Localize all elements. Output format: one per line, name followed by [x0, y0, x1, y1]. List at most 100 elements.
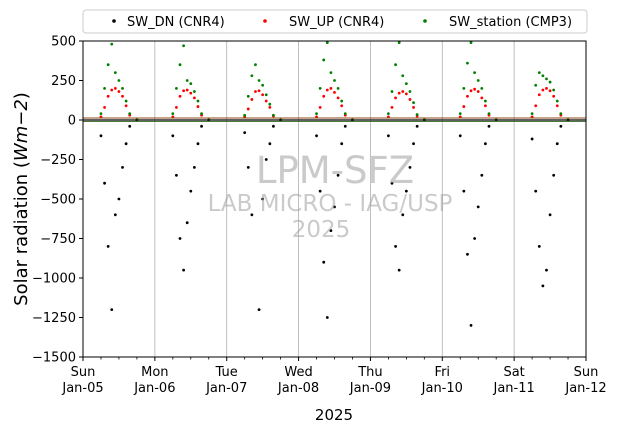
data-point: [473, 237, 477, 240]
data-point: [322, 94, 326, 98]
y-axis-title-unit: Wm: [11, 126, 32, 161]
data-point: [117, 90, 121, 93]
data-point: [548, 89, 552, 93]
legend-box: [82, 9, 588, 34]
data-point: [171, 134, 175, 138]
data-point: [408, 90, 412, 93]
x-axis-ticks: SunJan-05MonJan-06TueJan-07WedJan-08ThuJ…: [61, 357, 607, 396]
data-point: [322, 58, 326, 62]
data-point: [99, 112, 103, 116]
data-point: [121, 166, 124, 169]
data-point: [185, 221, 189, 225]
data-point: [340, 99, 344, 103]
data-point: [264, 93, 268, 97]
data-point: [250, 213, 254, 217]
x-tick-date: Jan-09: [349, 381, 391, 396]
data-point: [487, 124, 491, 128]
data-point: [182, 44, 186, 48]
data-point: [397, 268, 401, 272]
data-point: [555, 142, 559, 146]
data-point: [171, 112, 175, 116]
data-point: [185, 79, 189, 82]
data-point: [541, 284, 545, 288]
data-points: [99, 41, 570, 327]
data-point: [315, 112, 318, 116]
data-point: [243, 131, 247, 135]
data-point: [333, 205, 336, 209]
data-point: [322, 260, 326, 264]
zero-band: [83, 117, 586, 122]
data-point: [390, 105, 394, 109]
data-point: [257, 308, 261, 311]
data-point: [336, 96, 340, 100]
data-point: [530, 112, 534, 116]
data-point: [128, 124, 132, 128]
x-tick-day: Tue: [215, 365, 238, 380]
data-point: [185, 88, 189, 92]
x-tick-day: Sun: [71, 365, 96, 380]
data-point: [415, 113, 419, 116]
x-tick-day: Wed: [284, 365, 312, 380]
data-point: [318, 105, 322, 109]
watermark-line2: LAB MICRO - IAG/USP: [208, 191, 453, 217]
x-tick-date: Jan-07: [205, 381, 247, 396]
data-point: [476, 90, 480, 93]
data-point: [552, 88, 556, 92]
data-point: [257, 89, 261, 93]
data-point: [408, 98, 412, 101]
data-point: [182, 268, 186, 272]
data-point: [124, 104, 128, 108]
y-axis-title-main: Solar radiation (: [11, 161, 32, 306]
data-point: [246, 166, 250, 169]
data-point: [545, 268, 548, 272]
data-point: [325, 88, 329, 92]
data-point: [196, 99, 200, 103]
data-point: [555, 99, 559, 103]
data-point: [469, 324, 473, 327]
data-point: [175, 105, 178, 109]
data-point: [412, 142, 415, 146]
data-point: [415, 124, 419, 128]
data-point: [110, 88, 114, 92]
y-axis-title-exp: −2: [11, 99, 32, 126]
data-point: [404, 82, 408, 86]
legend-marker-sw-station: [423, 19, 427, 23]
data-point: [106, 245, 110, 248]
data-point: [124, 99, 128, 103]
grid-lines: [154, 41, 515, 357]
y-axis-ticks: 500 250 0 −250 −500 −750 −1000 −1250 −1500: [32, 35, 83, 366]
data-point: [182, 89, 186, 93]
data-point: [268, 142, 272, 146]
data-point: [333, 79, 336, 82]
data-point: [466, 61, 469, 65]
data-point: [329, 71, 333, 74]
data-point: [110, 42, 114, 46]
y-tick-label: −1500: [32, 351, 76, 366]
data-point: [254, 90, 257, 93]
data-point: [552, 94, 556, 98]
data-point: [261, 83, 265, 87]
x-tick-day: Sun: [574, 365, 599, 380]
data-point: [343, 112, 347, 116]
data-point: [318, 87, 322, 90]
data-point: [386, 134, 390, 138]
data-point: [336, 173, 340, 177]
data-point: [121, 87, 124, 90]
data-point: [315, 134, 318, 138]
y-tick-label: −250: [40, 153, 76, 168]
x-tick-date: Jan-06: [133, 381, 175, 396]
data-point: [272, 113, 275, 117]
data-point: [124, 142, 128, 146]
data-point: [559, 112, 563, 116]
y-tick-label: 500: [51, 35, 76, 50]
data-point: [128, 112, 132, 116]
watermark-line1: LPM-SFZ: [256, 149, 414, 192]
data-point: [246, 107, 250, 111]
x-tick-day: Sat: [503, 365, 524, 380]
data-point: [329, 229, 333, 233]
data-point: [178, 63, 182, 67]
data-point: [534, 104, 538, 108]
data-point: [192, 96, 196, 100]
watermark-line3: 2025: [292, 217, 351, 243]
